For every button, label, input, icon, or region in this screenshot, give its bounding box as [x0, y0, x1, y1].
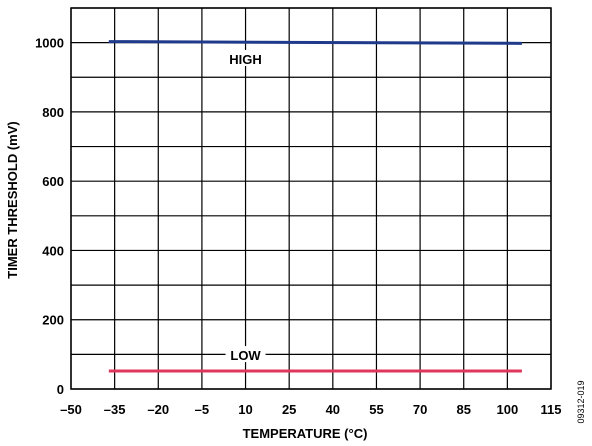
x-tick-label: 10 — [238, 402, 252, 417]
series-label-high: HIGH — [229, 52, 262, 67]
series-label-low: LOW — [230, 348, 261, 363]
y-tick-label: 400 — [42, 243, 64, 258]
x-tick-label: 100 — [497, 402, 519, 417]
y-tick-label: 1000 — [35, 36, 64, 51]
y-tick-label: 600 — [42, 174, 64, 189]
series-line-high — [108, 40, 522, 45]
x-tick-label: –20 — [147, 402, 169, 417]
x-axis-title: TEMPERATURE (°C) — [243, 426, 368, 441]
x-tick-label: –50 — [60, 402, 82, 417]
tick-labels: –50 –35 –20 –5 10 25 40 55 70 85 100 115 0 200 400 600 8… — [35, 36, 561, 417]
series-label-background — [225, 49, 266, 66]
plot-frame — [70, 7, 552, 390]
y-tick-label: 200 — [42, 313, 64, 328]
series-labels: HIGH LOW — [225, 49, 266, 363]
y-tick-label: 0 — [57, 382, 64, 397]
x-tick-label: 40 — [326, 402, 340, 417]
x-tick-label: 85 — [456, 402, 470, 417]
series-lines — [108, 40, 522, 373]
x-tick-label: 55 — [369, 402, 383, 417]
figure-id: 09312-019 — [576, 380, 586, 423]
grid — [70, 7, 552, 390]
y-axis-title: TIMER THRESHOLD (mV) — [5, 121, 20, 278]
x-tick-label: –35 — [104, 402, 126, 417]
x-tick-label: 25 — [282, 402, 296, 417]
series-label-background — [225, 346, 266, 363]
x-tick-label: 70 — [413, 402, 427, 417]
y-tick-label: 800 — [42, 105, 64, 120]
plot-border — [70, 7, 552, 390]
x-tick-label: 115 — [541, 402, 562, 417]
x-tick-label: –5 — [195, 402, 209, 417]
